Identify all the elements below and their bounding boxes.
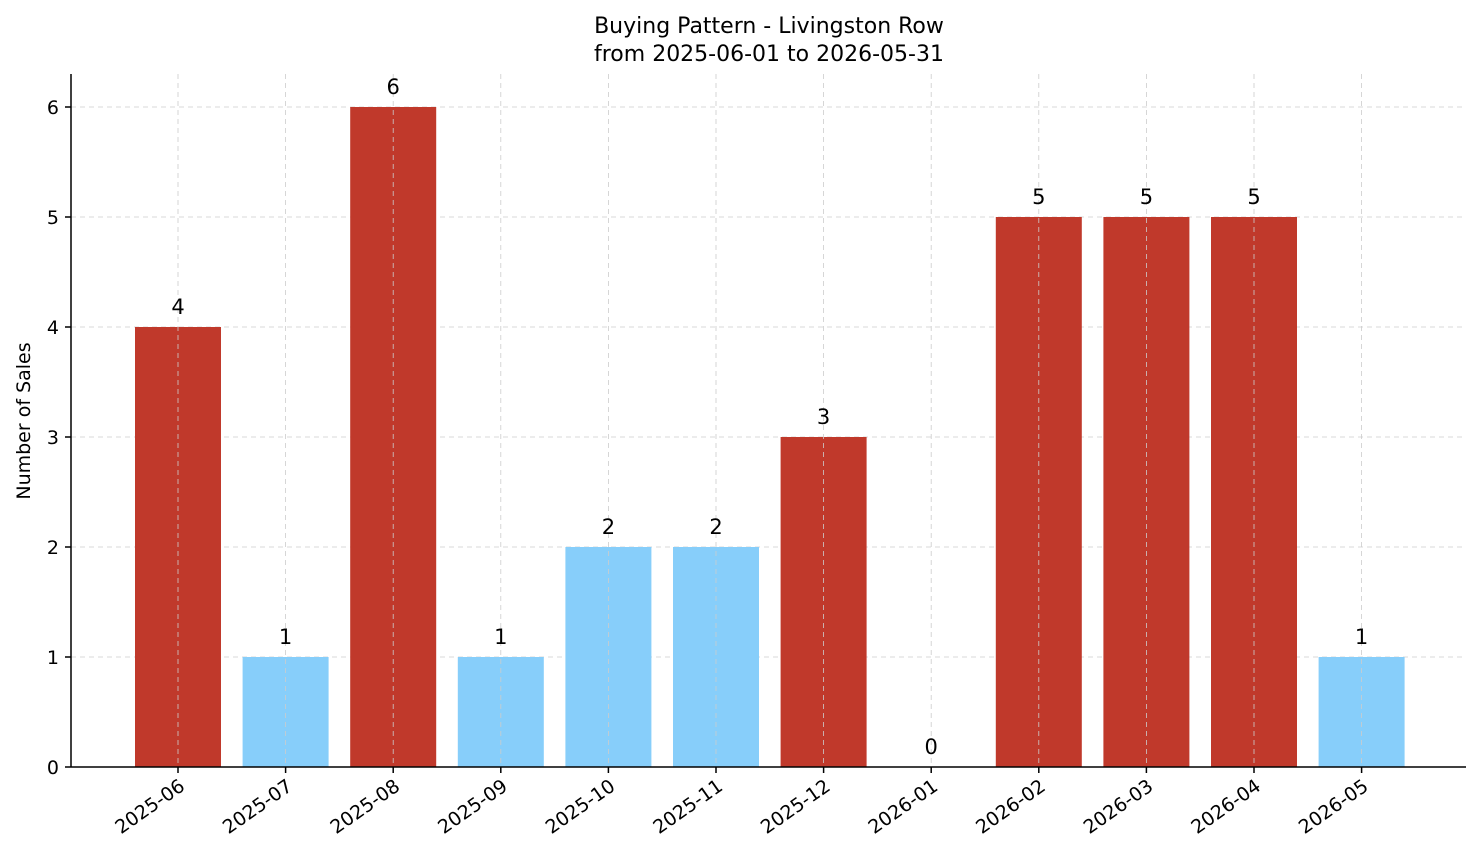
x-tick-label: 2025-09: [434, 775, 512, 839]
chart-subtitle: from 2025-06-01 to 2026-05-31: [594, 42, 944, 67]
y-tick-label: 6: [47, 97, 59, 119]
x-tick-label: 2026-05: [1295, 775, 1373, 839]
bar-value-label: 1: [494, 625, 507, 649]
y-tick-label: 3: [47, 427, 59, 449]
bar-value-label: 5: [1032, 185, 1045, 209]
bar: [673, 547, 759, 767]
y-tick-label: 5: [47, 207, 59, 229]
y-tick-label: 1: [47, 647, 59, 669]
bar-value-label: 0: [925, 735, 938, 759]
chart-title: Buying Pattern - Livingston Row: [594, 14, 944, 39]
x-tick-label: 2025-12: [757, 775, 835, 839]
value-labels-layer: 4 1 6 1 2 2 3 0 5 5 5 1: [171, 75, 1368, 759]
bar: [457, 657, 544, 767]
y-tick-label: 4: [47, 317, 59, 339]
bar-value-label: 1: [279, 625, 292, 649]
x-tick-label: 2025-07: [219, 775, 297, 839]
y-tick-label: 2: [47, 537, 59, 559]
bar: [1318, 657, 1405, 767]
x-tick-label: 2025-08: [326, 775, 404, 839]
axes-layer: [70, 74, 1466, 768]
x-tick-label: 2025-10: [542, 775, 620, 839]
y-tick-label: 0: [47, 757, 59, 779]
bar-value-label: 1: [1355, 625, 1368, 649]
bar: [565, 547, 652, 767]
x-tick-label: 2026-01: [864, 775, 942, 839]
x-tick-label: 2025-06: [111, 775, 189, 839]
x-tick-label: 2025-11: [649, 775, 727, 839]
x-tick-label: 2026-03: [1080, 775, 1158, 839]
y-axis-label: Number of Sales: [13, 342, 35, 499]
x-tick-label: 2026-04: [1187, 775, 1265, 839]
x-tick-label: 2026-02: [972, 775, 1050, 839]
bar-value-label: 3: [817, 405, 830, 429]
bar-value-label: 5: [1247, 185, 1260, 209]
bar: [242, 657, 329, 767]
bar-value-label: 6: [387, 75, 400, 99]
bar-value-label: 5: [1140, 185, 1153, 209]
bar-value-label: 4: [171, 295, 184, 319]
bar-value-label: 2: [709, 515, 722, 539]
bar-value-label: 2: [602, 515, 615, 539]
